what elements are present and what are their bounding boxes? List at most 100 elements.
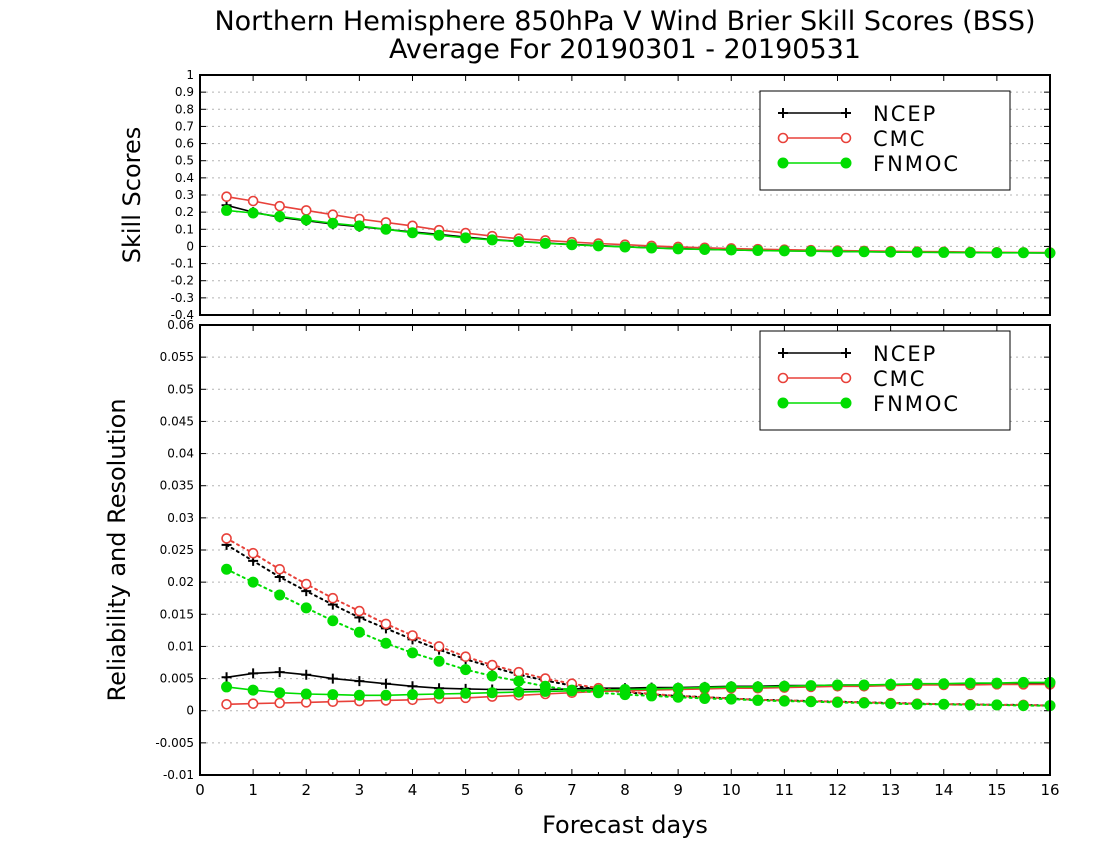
y-tick-label: 0.6 <box>175 137 194 151</box>
x-tick-label: 8 <box>620 781 630 799</box>
data-point-fnmoc-reliability <box>353 689 365 701</box>
data-point-cmc-resolution <box>274 563 285 575</box>
legend-label-fnmoc: FNMOC <box>873 152 960 176</box>
y-tick-label: 0.06 <box>167 318 194 332</box>
data-point-fnmoc-reliability <box>752 681 764 693</box>
y-tick-label: 0.01 <box>167 639 194 653</box>
data-point-ncep-reliability <box>354 676 365 687</box>
data-point-cmc <box>274 200 285 212</box>
data-point-fnmoc <box>752 245 764 257</box>
data-point-fnmoc-resolution <box>646 690 658 702</box>
data-point-cmc-resolution <box>221 533 232 544</box>
reliability-resolution-panel: -0.01 -0.005 0 0.005 0.01 0.015 0.02 0.025 0.03 0… <box>103 318 1060 839</box>
data-point-fnmoc-reliability <box>513 686 525 698</box>
y-tick-label: -0.4 <box>171 308 194 322</box>
x-axis-title: Forecast days <box>542 811 708 839</box>
data-point-fnmoc <box>539 237 551 249</box>
x-tick-label: 1 <box>248 781 258 799</box>
y-tick-label: 0.1 <box>175 222 194 236</box>
data-point-fnmoc-reliability <box>300 688 312 700</box>
y-tick-label: 0.055 <box>160 350 194 364</box>
legend-label-fnmoc: FNMOC <box>873 392 960 416</box>
y-tick-label: 0.005 <box>160 672 194 686</box>
data-point-cmc-resolution <box>486 659 498 671</box>
data-point-cmc-resolution <box>247 547 259 559</box>
data-point-fnmoc-resolution <box>778 695 790 707</box>
data-point-cmc-resolution <box>300 578 312 590</box>
y-tick-label: 0.03 <box>167 511 194 525</box>
skill-scores-plot-frame <box>199 74 1051 316</box>
y-tick-label: 0.9 <box>175 85 194 99</box>
y-tick-label: 0.015 <box>160 607 194 621</box>
data-point-ncep-reliability <box>301 669 312 680</box>
reliability-resolution-legend-box <box>759 330 1011 431</box>
y-tick-label: 0.4 <box>175 171 194 185</box>
data-point-fnmoc <box>513 236 525 248</box>
data-point-cmc-resolution <box>354 605 365 617</box>
data-point-fnmoc-reliability <box>433 688 445 700</box>
y-tick-label: 0.04 <box>167 447 194 461</box>
data-point-fnmoc-reliability <box>1017 676 1029 688</box>
y-tick-label: 0 <box>186 239 194 253</box>
data-point-cmc-reliability <box>221 698 232 710</box>
data-point-fnmoc-reliability <box>938 678 950 690</box>
data-point-fnmoc-resolution <box>885 698 897 710</box>
data-point-fnmoc <box>247 207 259 219</box>
x-tick-label: 13 <box>881 781 900 799</box>
data-point-fnmoc-resolution <box>1017 700 1029 712</box>
data-point-fnmoc-resolution <box>566 684 578 696</box>
legend-marker-ncep <box>778 108 788 118</box>
x-tick-label: 2 <box>301 781 311 799</box>
data-point-ncep-reliability <box>248 668 259 679</box>
y-tick-label: -0.1 <box>171 257 194 271</box>
data-point-fnmoc-reliability <box>486 687 498 699</box>
data-point-fnmoc <box>460 232 472 244</box>
data-point-cmc <box>300 205 312 216</box>
y-tick-label: 0.7 <box>175 119 194 133</box>
data-point-fnmoc-reliability <box>274 687 286 699</box>
data-point-fnmoc-reliability <box>885 678 897 690</box>
data-point-fnmoc-reliability <box>407 689 418 701</box>
data-point-fnmoc-resolution <box>858 697 870 709</box>
data-point-ncep-reliability <box>327 673 338 684</box>
data-point-fnmoc-resolution <box>725 693 737 705</box>
data-point-fnmoc <box>221 204 233 216</box>
data-point-fnmoc-resolution <box>327 615 339 627</box>
data-point-fnmoc <box>592 240 604 252</box>
skill-scores-panel: -0.4 -0.3 -0.2 -0.1 0 0.1 0.2 0.3 0.4 0.5 0.6 0.7 0.… <box>118 68 1056 322</box>
data-point-fnmoc <box>486 234 498 246</box>
data-point-fnmoc-reliability <box>460 687 472 699</box>
data-point-fnmoc-resolution <box>964 699 976 711</box>
data-point-ncep-reliability <box>274 667 285 678</box>
y-tick-label: 1 <box>186 68 194 82</box>
data-point-fnmoc-reliability <box>699 682 711 694</box>
data-point-fnmoc <box>380 223 392 235</box>
series-fnmoc-resolution <box>221 563 1056 712</box>
series-fnmoc-reliability <box>221 676 1056 701</box>
data-point-fnmoc <box>938 246 950 258</box>
reliability-resolution-x-ticks: 0 1 2 3 4 5 6 7 8 9 10 11 12 13 14 15 16 <box>195 325 1060 799</box>
data-point-fnmoc-reliability <box>964 677 976 689</box>
y-tick-label: 0.2 <box>175 205 194 219</box>
legend-marker-cmc <box>777 372 789 384</box>
data-point-fnmoc <box>433 229 445 241</box>
y-tick-label: -0.01 <box>163 768 194 782</box>
data-point-fnmoc-resolution <box>486 670 498 682</box>
data-point-fnmoc <box>646 242 658 254</box>
data-point-fnmoc <box>885 246 897 258</box>
data-point-fnmoc-resolution <box>274 589 286 601</box>
data-point-fnmoc <box>725 244 737 256</box>
x-tick-label: 16 <box>1040 781 1059 799</box>
skill-scores-y-axis-title: Skill Scores <box>118 127 146 264</box>
legend-marker-ncep <box>841 348 851 358</box>
data-point-fnmoc <box>274 210 286 222</box>
data-point-cmc-reliability <box>274 697 285 709</box>
data-point-fnmoc <box>858 246 870 258</box>
y-tick-label: 0.05 <box>167 382 194 396</box>
reliability-resolution-plot-frame <box>199 324 1051 776</box>
data-point-fnmoc-resolution <box>353 626 365 638</box>
legend-label-cmc: CMC <box>873 367 926 391</box>
x-tick-label: 7 <box>567 781 577 799</box>
